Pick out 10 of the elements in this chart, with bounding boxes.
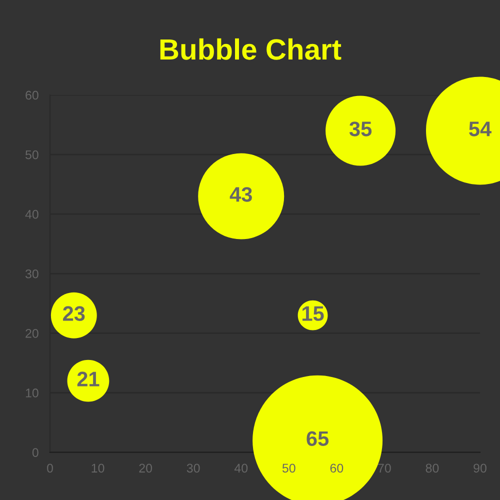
- annotation: 65: [306, 431, 329, 446]
- annotation: 23: [63, 306, 85, 321]
- x-tick-label: 50: [282, 464, 296, 473]
- annotation: 54: [469, 122, 492, 136]
- chart-title: Bubble Chart: [160, 38, 342, 60]
- annotation: 21: [77, 372, 100, 386]
- annotation: 15: [302, 306, 324, 321]
- annotation: 43: [230, 187, 252, 202]
- x-tick-label: 60: [330, 464, 344, 473]
- annotation: 35: [349, 122, 372, 136]
